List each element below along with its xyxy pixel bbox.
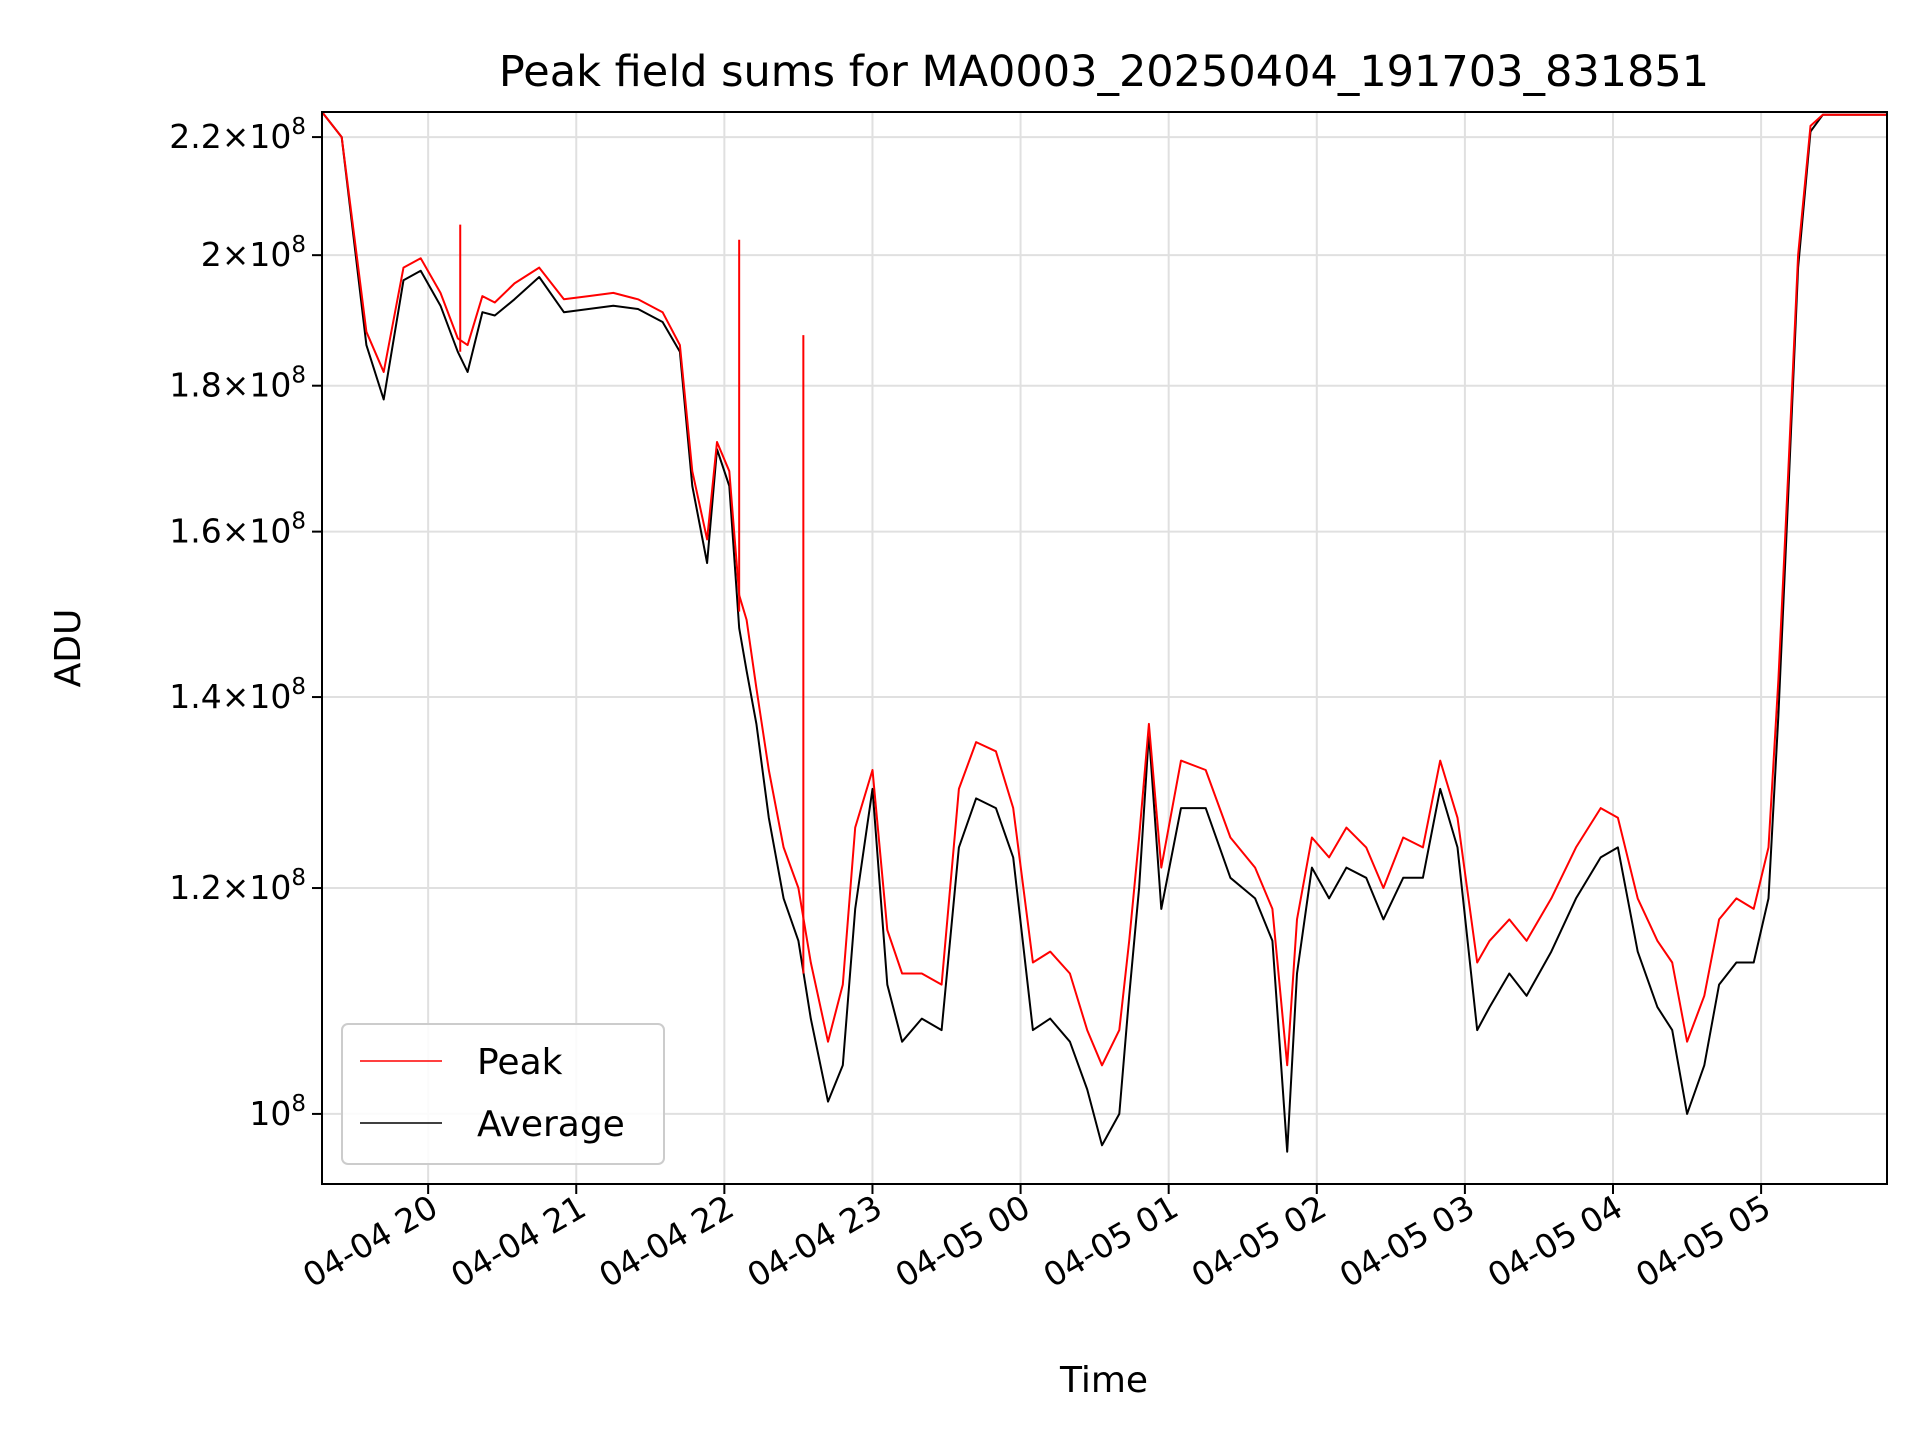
series-line-peak (322, 112, 1887, 1067)
y-tick-label: 1.4×108 (169, 674, 306, 716)
y-tick-label: 1.6×108 (169, 509, 306, 551)
y-tick-label: 2×108 (201, 232, 306, 274)
y-axis-label: ADU (48, 609, 89, 688)
y-tick-label: 1.2×108 (169, 865, 306, 907)
legend-label-peak: Peak (477, 1042, 563, 1083)
legend-label-average: Average (477, 1104, 625, 1145)
grid-lines (322, 112, 1887, 1184)
y-tick-label: 2.2×108 (169, 114, 306, 156)
chart-title: Peak field sums for MA0003_20250404_1917… (499, 47, 1709, 97)
legend: Peak Average (341, 1023, 665, 1165)
series-lines (322, 112, 1887, 1153)
series-line-average (322, 112, 1887, 1153)
y-tick-label: 1.8×108 (169, 363, 306, 405)
plot-area-frame (321, 111, 1888, 1185)
legend-box (341, 1023, 665, 1165)
x-axis-label: Time (1059, 1360, 1148, 1401)
